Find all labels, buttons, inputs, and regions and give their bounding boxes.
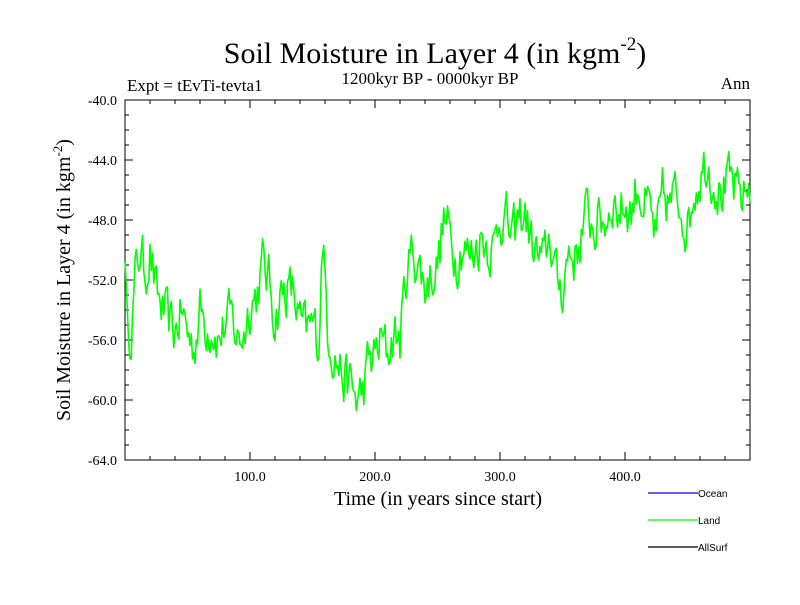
x-tick-label: 400.0 xyxy=(609,470,641,485)
y-tick-label: -52.0 xyxy=(88,274,117,289)
y-tick-label: -44.0 xyxy=(88,154,117,169)
land-series-line xyxy=(124,151,751,412)
legend: Ocean Land AllSurf xyxy=(648,489,728,554)
experiment-label: Expt = tEvTi-tevta1 xyxy=(127,76,263,95)
x-tick-label: 100.0 xyxy=(234,470,266,485)
season-label: Ann xyxy=(721,74,751,93)
y-tick-label: -48.0 xyxy=(88,214,117,229)
x-axis: 100.0 200.0 300.0 400.0 xyxy=(149,100,726,485)
y-tick-label: -40.0 xyxy=(88,94,117,109)
legend-label-ocean: Ocean xyxy=(698,489,727,500)
y-tick-label: -64.0 xyxy=(88,454,117,469)
legend-label-land: Land xyxy=(698,516,720,527)
time-range-subtitle: 1200kyr BP - 0000kyr BP xyxy=(342,69,519,88)
legend-label-allsurf: AllSurf xyxy=(698,543,728,554)
x-tick-label: 300.0 xyxy=(484,470,516,485)
chart-title: Soil Moisture in Layer 4 (in kgm-2) xyxy=(224,34,646,70)
y-tick-label: -56.0 xyxy=(88,334,117,349)
x-tick-label: 200.0 xyxy=(359,470,391,485)
y-tick-label: -60.0 xyxy=(88,394,117,409)
x-axis-label: Time (in years since start) xyxy=(334,488,542,510)
y-axis-label: Soil Moisture in Layer 4 (in kgm-2) xyxy=(50,139,75,421)
